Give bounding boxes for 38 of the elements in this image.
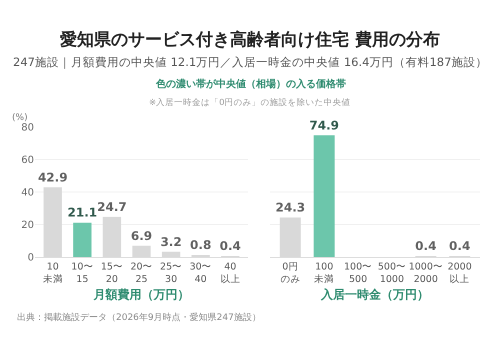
x-tick-label: 500〜 1000	[378, 261, 406, 285]
data-label: 21.1	[68, 206, 98, 220]
y-tick-label: 40	[21, 188, 34, 198]
data-label: 6.9	[130, 228, 152, 243]
x-tick-label: 2000 以上	[448, 261, 472, 285]
data-label: 0.8	[190, 238, 212, 252]
y-axis-title: (%)	[12, 113, 28, 123]
data-label: 3.2	[160, 234, 182, 249]
y-tick-label: 60	[21, 155, 34, 166]
x-tick-label: 30〜 40	[190, 261, 212, 285]
x-tick-label: 1000〜 2000	[408, 261, 443, 285]
x-tick-label: 20〜 25	[130, 261, 153, 285]
bar	[73, 222, 92, 257]
data-label: 24.3	[276, 200, 306, 215]
x-tick-label: 100〜 500	[344, 261, 372, 285]
text: ※入居一時金は「0円のみ」の施設を除いた中央値	[149, 97, 351, 108]
source-note: 出典：掲載施設データ（2026年9月時点・愛知県247施設）	[17, 312, 261, 323]
x-axis-title: 月額費用（万円）	[92, 288, 190, 302]
x-tick-label: 100 未満	[314, 261, 334, 285]
text: 色の濃い帯が中央値（相場）の入る価格帯	[155, 78, 346, 90]
data-label: 0.4	[449, 239, 470, 253]
y-tick-label: 0	[28, 252, 34, 264]
x-axis-title: 入居一時金（万円）	[320, 288, 429, 302]
chart-subtitle: 247施設｜月額費用の中央値 12.1万円／入居一時金の中央値 16.4万円（有料187施設）	[13, 55, 488, 69]
x-tick-label: 40 以上	[220, 261, 240, 285]
chart-title: 愛知県のサービス付き高齢者向け住宅 費用の分布	[60, 30, 440, 50]
x-tick-label: 10 未満	[42, 261, 63, 285]
x-tick-label: 10〜 15	[71, 261, 94, 285]
y-tick-label: 20	[21, 220, 34, 231]
data-label: 0.4	[415, 239, 436, 253]
x-tick-label: 0円のみ	[280, 261, 300, 285]
x-tick-label: 25〜 30	[160, 261, 182, 285]
data-label: 74.9	[309, 118, 339, 132]
data-label: 24.7	[97, 200, 127, 214]
data-label: 42.9	[38, 170, 68, 184]
data-label: 0.4	[220, 239, 241, 253]
x-tick-label: 15〜 20	[100, 261, 123, 285]
y-tick-label: 80	[21, 122, 34, 134]
